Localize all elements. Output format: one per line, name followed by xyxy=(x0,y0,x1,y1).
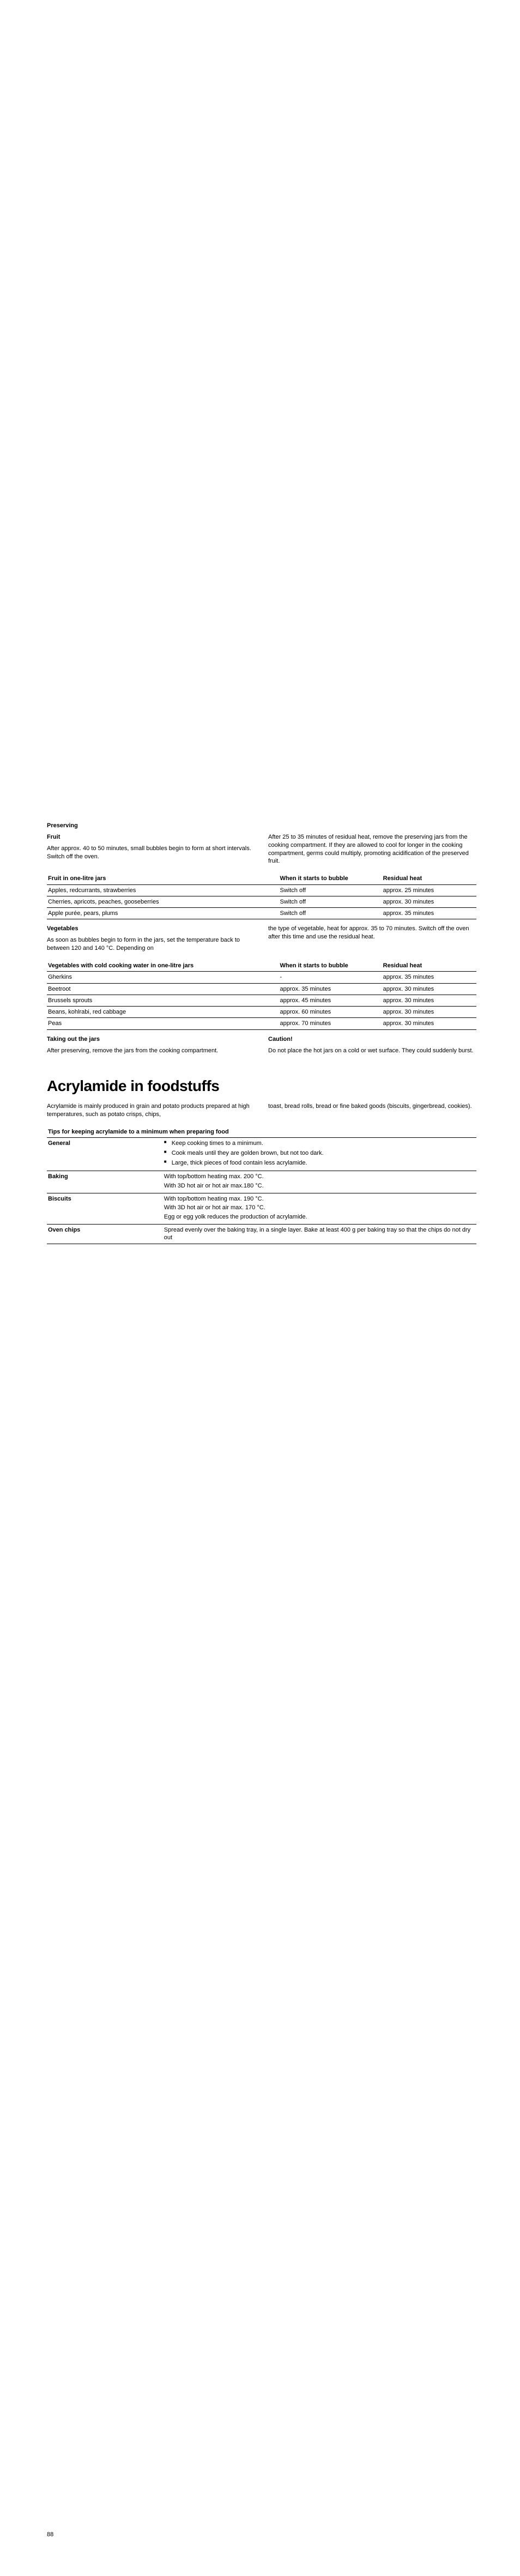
vegetables-heading: Vegetables xyxy=(47,925,255,933)
table-row: BiscuitsWith top/bottom heating max. 190… xyxy=(47,1193,476,1225)
table-cell: Apples, redcurrants, strawberries xyxy=(47,884,279,896)
table-cell: approx. 30 minutes xyxy=(382,983,476,995)
tips-title: Tips for keeping acrylamide to a minimum… xyxy=(47,1126,476,1138)
table-cell: Switch off xyxy=(279,896,382,907)
taking-out-section: Taking out the jars After preserving, re… xyxy=(47,1035,476,1058)
table-row: Beans, kohlrabi, red cabbageapprox. 60 m… xyxy=(47,1007,476,1018)
acrylamide-intro: Acrylamide is mainly produced in grain a… xyxy=(47,1102,476,1122)
table-cell: Switch off xyxy=(279,884,382,896)
tip-line: With top/bottom heating max. 200 °C. xyxy=(164,1173,475,1181)
table-cell: Beans, kohlrabi, red cabbage xyxy=(47,1007,279,1018)
caution-heading: Caution! xyxy=(268,1035,476,1044)
tip-content: Keep cooking times to a minimum.Cook mea… xyxy=(163,1138,476,1171)
table-row: Peasapprox. 70 minutesapprox. 30 minutes xyxy=(47,1018,476,1029)
tip-category: Biscuits xyxy=(47,1193,163,1225)
table-cell: approx. 70 minutes xyxy=(279,1018,382,1029)
vegetables-text-right: the type of vegetable, heat for approx. … xyxy=(268,925,476,941)
preserving-heading: Preserving xyxy=(47,822,476,830)
fruit-heading: Fruit xyxy=(47,833,255,841)
tip-category: Baking xyxy=(47,1171,163,1193)
fruit-text-right: After 25 to 35 minutes of residual heat,… xyxy=(268,833,476,865)
table-row: GeneralKeep cooking times to a minimum.C… xyxy=(47,1138,476,1171)
taking-out-heading: Taking out the jars xyxy=(47,1035,255,1044)
table-cell: approx. 60 minutes xyxy=(279,1007,382,1018)
table-cell: Peas xyxy=(47,1018,279,1029)
table-cell: approx. 45 minutes xyxy=(279,995,382,1006)
table-cell: Gherkins xyxy=(47,972,279,983)
veg-th-0: Vegetables with cold cooking water in on… xyxy=(47,960,279,972)
table-cell: approx. 30 minutes xyxy=(382,896,476,907)
table-cell: Apple purée, pears, plums xyxy=(47,908,279,919)
table-cell: Cherries, apricots, peaches, gooseberrie… xyxy=(47,896,279,907)
fruit-th-1: When it starts to bubble xyxy=(279,873,382,884)
tip-line: Egg or egg yolk reduces the production o… xyxy=(164,1213,475,1221)
table-cell: approx. 30 minutes xyxy=(382,1018,476,1029)
tip-line: With 3D hot air or hot air max.180 °C. xyxy=(164,1182,475,1190)
vegetables-table: Vegetables with cold cooking water in on… xyxy=(47,960,476,1030)
table-cell: Switch off xyxy=(279,908,382,919)
table-row: Brussels sproutsapprox. 45 minutesapprox… xyxy=(47,995,476,1006)
table-cell: approx. 25 minutes xyxy=(382,884,476,896)
table-cell: approx. 35 minutes xyxy=(382,972,476,983)
tip-category: Oven chips xyxy=(47,1225,163,1244)
list-item: Keep cooking times to a minimum. xyxy=(164,1139,475,1148)
taking-out-text: After preserving, remove the jars from t… xyxy=(47,1047,255,1055)
table-cell: approx. 30 minutes xyxy=(382,995,476,1006)
list-item: Large, thick pieces of food contain less… xyxy=(164,1159,475,1167)
tip-category: General xyxy=(47,1138,163,1171)
fruit-th-0: Fruit in one-litre jars xyxy=(47,873,279,884)
tip-content: Spread evenly over the baking tray, in a… xyxy=(163,1225,476,1244)
table-row: Gherkins-approx. 35 minutes xyxy=(47,972,476,983)
table-cell: approx. 35 minutes xyxy=(382,908,476,919)
tip-line: With top/bottom heating max. 190 °C. xyxy=(164,1195,475,1203)
page-number: 88 xyxy=(47,2531,53,2538)
table-row: Apples, redcurrants, strawberriesSwitch … xyxy=(47,884,476,896)
table-cell: approx. 30 minutes xyxy=(382,1007,476,1018)
table-row: Cherries, apricots, peaches, gooseberrie… xyxy=(47,896,476,907)
tips-table: Tips for keeping acrylamide to a minimum… xyxy=(47,1126,476,1244)
caution-text: Do not place the hot jars on a cold or w… xyxy=(268,1047,476,1055)
table-row: Oven chipsSpread evenly over the baking … xyxy=(47,1225,476,1244)
list-item: Cook meals until they are golden brown, … xyxy=(164,1149,475,1157)
acrylamide-intro-right: toast, bread rolls, bread or fine baked … xyxy=(268,1102,476,1111)
fruit-text-left: After approx. 40 to 50 minutes, small bu… xyxy=(47,845,255,861)
table-cell: Brussels sprouts xyxy=(47,995,279,1006)
table-row: BakingWith top/bottom heating max. 200 °… xyxy=(47,1171,476,1193)
tip-content: With top/bottom heating max. 190 °C.With… xyxy=(163,1193,476,1225)
table-cell: Beetroot xyxy=(47,983,279,995)
tip-line: With 3D hot air or hot air max. 170 °C. xyxy=(164,1204,475,1212)
table-cell: - xyxy=(279,972,382,983)
vegetables-text-left: As soon as bubbles begin to form in the … xyxy=(47,936,255,953)
table-cell: approx. 35 minutes xyxy=(279,983,382,995)
vegetables-section: Vegetables As soon as bubbles begin to f… xyxy=(47,925,476,956)
table-row: Beetrootapprox. 35 minutesapprox. 30 min… xyxy=(47,983,476,995)
fruit-th-2: Residual heat xyxy=(382,873,476,884)
veg-th-2: Residual heat xyxy=(382,960,476,972)
tip-content: With top/bottom heating max. 200 °C.With… xyxy=(163,1171,476,1193)
acrylamide-intro-left: Acrylamide is mainly produced in grain a… xyxy=(47,1102,255,1119)
acrylamide-title: Acrylamide in foodstuffs xyxy=(47,1077,476,1095)
fruit-section: Fruit After approx. 40 to 50 minutes, sm… xyxy=(47,833,476,869)
table-row: Apple purée, pears, plumsSwitch offappro… xyxy=(47,908,476,919)
fruit-table: Fruit in one-litre jars When it starts t… xyxy=(47,873,476,919)
veg-th-1: When it starts to bubble xyxy=(279,960,382,972)
